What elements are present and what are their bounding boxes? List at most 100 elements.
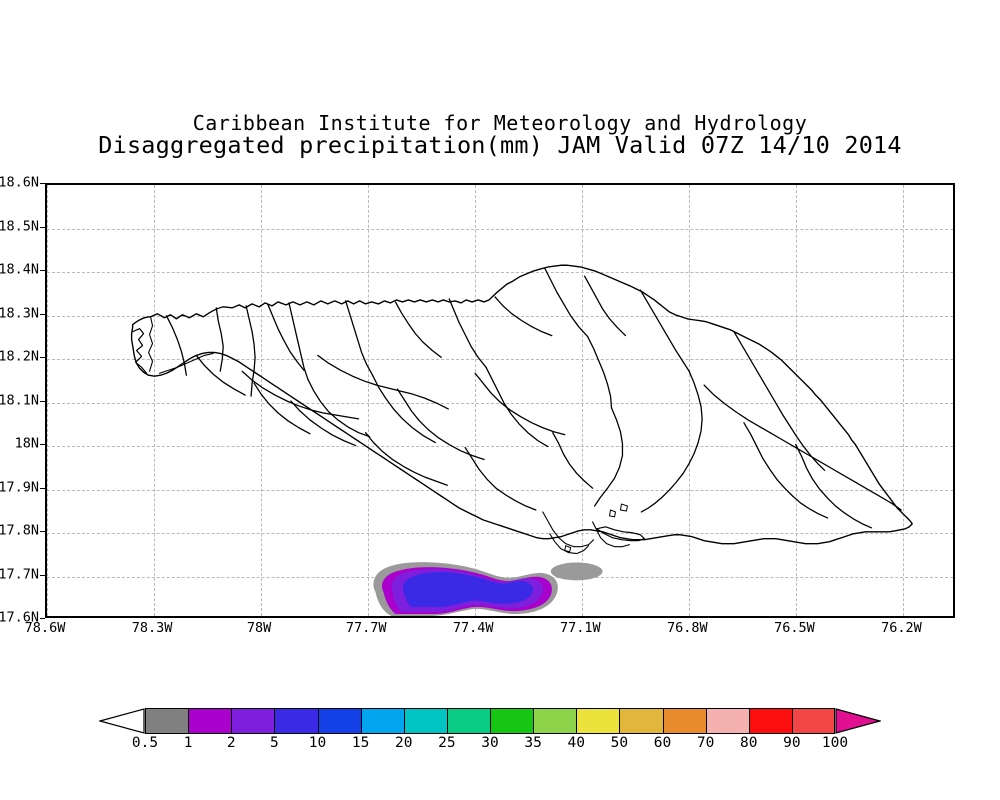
- parish-boundary-central-interior-2: [317, 354, 449, 410]
- parish-boundary-stann-stmary: [448, 298, 487, 368]
- parish-boundary-trelawny-interior: [267, 304, 305, 371]
- y-axis-tick-label: 18.2N: [0, 348, 39, 365]
- gridline-vertical-77.4W: [475, 185, 477, 616]
- y-axis-tick-mark: [40, 400, 45, 402]
- colorbar-segments[interactable]: [145, 708, 835, 734]
- gridline-vertical-76.5W: [796, 185, 798, 616]
- gridline-horizontal-18.1N: [47, 402, 953, 404]
- colorbar-segment-15[interactable]: [360, 708, 404, 734]
- colorbar-tick-label: 5: [270, 735, 279, 751]
- coastline-west-end-detail: [132, 328, 148, 374]
- colorbar-segment-60[interactable]: [662, 708, 706, 734]
- colorbar-tick-label: 80: [740, 735, 758, 751]
- gridline-vertical-78.6W: [47, 185, 48, 616]
- institute-title: Caribbean Institute for Meteorology and …: [192, 111, 808, 135]
- y-axis-tick-label: 18.5N: [0, 217, 39, 234]
- colorbar-segment-2[interactable]: [231, 708, 275, 734]
- colorbar-segment-90[interactable]: [791, 708, 835, 734]
- x-axis-tick-label: 78.6W: [24, 620, 66, 636]
- colorbar-tick-label: 1: [183, 735, 193, 751]
- gridline-horizontal-18.2N: [47, 359, 953, 360]
- colorbar-segment-80[interactable]: [748, 708, 792, 734]
- colorbar-tick-label: 100: [821, 735, 849, 751]
- colorbar-tick-label: 0.5: [131, 735, 159, 751]
- coastline-savanna-la-mar-bay: [158, 352, 214, 374]
- coastline-cay-2: [619, 503, 628, 512]
- colorbar-tick-label: 70: [696, 735, 715, 751]
- gridline-vertical-77.1W: [582, 185, 584, 616]
- parish-boundary-stjames-trelawny: [288, 302, 309, 380]
- jamaica-coastline-and-parishes: [130, 264, 913, 555]
- parish-boundary-stthomas-standrew: [640, 370, 703, 513]
- coastline-negril-spit: [148, 316, 154, 372]
- colorbar-segment-70[interactable]: [705, 708, 749, 734]
- gridline-horizontal-18.4N: [47, 272, 953, 273]
- page-title: Disaggregated precipitation(mm) JAM Vali…: [98, 131, 902, 159]
- x-axis-tick-label: 76.8W: [667, 620, 708, 636]
- y-axis-tick-mark: [40, 226, 45, 228]
- colorbar-segment-0.5[interactable]: [145, 708, 189, 734]
- colorbar-tick-label: 30: [481, 735, 499, 751]
- parish-boundary-central-interior-3: [396, 388, 485, 461]
- parish-boundary-stelizabeth-interior: [290, 400, 357, 447]
- parish-boundary-east-interior-2: [795, 443, 873, 529]
- y-axis-tick-label: 18.4N: [0, 261, 39, 278]
- x-axis-tick-label: 77.7W: [345, 620, 387, 636]
- colorbar-segment-20[interactable]: [403, 708, 447, 734]
- coastline-kingston-harbour: [592, 521, 630, 548]
- colorbar-segment-30[interactable]: [490, 708, 534, 734]
- parish-boundary-central-interior-1: [241, 370, 360, 420]
- colorbar-tick-label: 15: [351, 735, 370, 751]
- precip-contour-band-5: [402, 572, 534, 608]
- gridline-horizontal-18.5N: [47, 228, 953, 230]
- colorbar-segment-35[interactable]: [533, 708, 577, 734]
- colorbar-segment-40[interactable]: [576, 708, 620, 734]
- y-axis-tick-mark: [40, 357, 45, 358]
- figure-title-block: Caribbean Institute for Meteorology and …: [0, 112, 1000, 158]
- parish-boundary-manchester-interior: [364, 432, 448, 486]
- colorbar-segment-10[interactable]: [317, 708, 361, 734]
- y-axis-tick-label: 18.1N: [0, 391, 39, 408]
- coastline-jamaica: [130, 264, 913, 545]
- gridline-vertical-76.8W: [689, 185, 691, 616]
- x-axis-tick-label: 76.5W: [774, 620, 815, 636]
- colorbar-overflow-arrow-icon: [835, 708, 881, 734]
- colorbar-tick-label: 20: [395, 735, 413, 751]
- colorbar[interactable]: 0.5 1 2 5 10 15 20 25 30 35 40 50 60 70 80 90 100: [99, 708, 881, 751]
- colorbar-segment-5[interactable]: [274, 708, 318, 734]
- parish-boundary-hanover-stjames: [215, 307, 224, 372]
- map-plot-area: [45, 183, 955, 618]
- colorbar-tick-label: 40: [567, 735, 585, 751]
- colorbar-segment-25[interactable]: [446, 708, 490, 734]
- parish-boundary-stmary-portland: [544, 267, 589, 338]
- y-axis-tick-mark: [40, 313, 45, 315]
- parish-boundary-portland-stthomas: [639, 289, 690, 372]
- y-axis-tick-label: 17.8N: [0, 522, 39, 539]
- x-axis-tick-label: 78W: [246, 620, 272, 636]
- parish-boundary-west-interior: [195, 354, 246, 396]
- colorbar-segment-50[interactable]: [619, 708, 663, 734]
- y-axis-tick-mark: [40, 183, 45, 184]
- colorbar-tick-label: 2: [226, 735, 236, 751]
- gridline-horizontal-18N: [47, 446, 953, 447]
- parish-boundary-stelizabeth-manchester: [307, 378, 371, 438]
- y-axis-tick-mark: [40, 531, 45, 532]
- parish-boundary-manchester-clarendon: [371, 374, 436, 444]
- x-axis-tick-label: 77.4W: [452, 620, 494, 636]
- x-axis: 78.6W 78.3W 78W 77.7W 77.4W 77.1W 76.8W 76.5W 76…: [25, 620, 955, 646]
- y-axis-tick-mark: [40, 618, 45, 619]
- y-axis-tick-mark: [40, 270, 45, 271]
- gridline-horizontal-18.3N: [47, 315, 953, 317]
- colorbar-tick-label: 25: [438, 735, 456, 751]
- coastline-palisadoes-spit: [595, 526, 645, 542]
- parish-boundary-clarendon-stcatherine: [485, 366, 549, 448]
- coastline-cay-1: [609, 509, 616, 518]
- parish-boundary-east-interior-1: [743, 422, 829, 519]
- parish-boundary-stann-interior: [394, 301, 442, 359]
- colorbar-segment-1[interactable]: [188, 708, 232, 734]
- parish-boundary-westmoreland-stelizabeth: [245, 305, 256, 397]
- gridline-vertical-78W: [261, 185, 263, 616]
- gridline-horizontal-17.9N: [47, 489, 953, 491]
- gridline-vertical-76.2W: [903, 185, 905, 616]
- gridline-vertical-77.7W: [368, 185, 370, 616]
